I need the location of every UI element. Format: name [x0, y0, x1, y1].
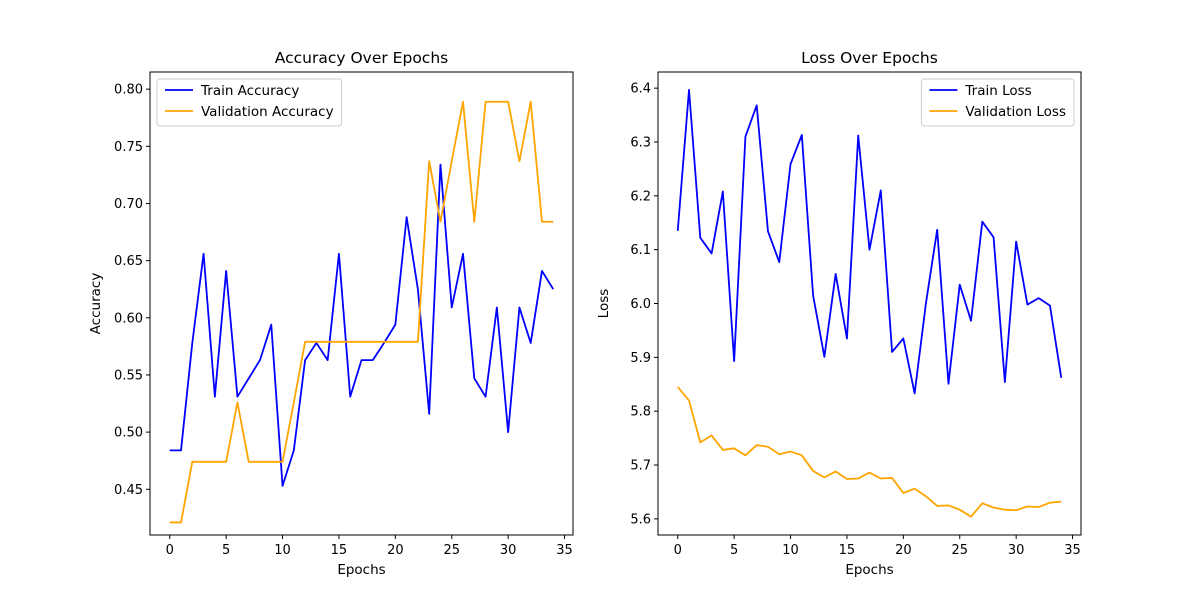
loss-x-axis-label: Epochs: [845, 562, 893, 578]
y-tick-label: 0.50: [114, 426, 143, 441]
y-tick-label: 6.0: [630, 297, 651, 312]
x-tick-label: 15: [839, 543, 856, 558]
x-tick-label: 10: [782, 543, 799, 558]
y-tick-label: 6.1: [630, 243, 651, 258]
loss-y-tick-5-6: 5.6: [630, 512, 658, 527]
y-tick-label: 6.4: [630, 82, 651, 97]
loss-y-tick-6-3: 6.3: [630, 135, 658, 150]
y-tick-label: 5.9: [630, 351, 651, 366]
legend-label-train-accuracy: Train Accuracy: [200, 83, 299, 99]
accuracy-x-tick-5: 5: [222, 535, 230, 558]
series-line-validation-loss: [677, 386, 1062, 518]
accuracy-x-ticks: 0 5 10 15 20 25 30 35: [166, 535, 573, 558]
accuracy-legend: Train Accuracy Validation Accuracy: [156, 78, 343, 127]
accuracy-chart-title: Accuracy Over Epochs: [275, 49, 448, 67]
loss-x-tick-0: 0: [674, 535, 682, 558]
accuracy-x-tick-15: 15: [331, 535, 348, 558]
x-tick-label: 30: [500, 543, 517, 558]
x-tick-label: 15: [331, 543, 348, 558]
accuracy-y-ticks: 0.45 0.50 0.55 0.60 0.65 0.70 0.75 0.80: [114, 83, 150, 498]
accuracy-y-axis-label: Accuracy: [88, 273, 104, 335]
x-tick-label: 20: [387, 543, 404, 558]
loss-chart: 0 5 10 15 20 25 30 35 5.6 5.7 5.8 5.9 6.0 6.1 6.2 6.3 6…: [596, 49, 1082, 578]
x-tick-label: 0: [166, 543, 174, 558]
loss-x-ticks: 0 5 10 15 20 25 30 35: [674, 535, 1081, 558]
x-tick-label: 0: [674, 543, 682, 558]
legend-label-validation-loss: Validation Loss: [965, 104, 1066, 120]
y-tick-label: 0.60: [114, 311, 143, 326]
loss-y-tick-6-0: 6.0: [630, 297, 658, 312]
loss-legend: Train Loss Validation Loss: [920, 78, 1075, 127]
legend-label-train-loss: Train Loss: [964, 83, 1031, 99]
loss-x-tick-5: 5: [730, 535, 738, 558]
series-line-train-loss: [676, 88, 1063, 395]
accuracy-x-tick-35: 35: [556, 535, 573, 558]
y-tick-label: 5.8: [630, 405, 651, 420]
loss-chart-title: Loss Over Epochs: [801, 49, 938, 67]
accuracy-x-tick-20: 20: [387, 535, 404, 558]
accuracy-x-tick-0: 0: [166, 535, 174, 558]
loss-axes-frame: [657, 71, 1082, 536]
accuracy-y-tick-0-55: 0.55: [114, 368, 150, 383]
x-tick-label: 5: [222, 543, 230, 558]
y-tick-label: 5.7: [630, 459, 651, 474]
accuracy-y-tick-0-45: 0.45: [114, 483, 150, 498]
x-tick-label: 20: [895, 543, 912, 558]
loss-legend-box: [920, 78, 1075, 127]
y-tick-label: 0.55: [114, 368, 143, 383]
loss-series-layer: [676, 88, 1063, 518]
y-tick-label: 0.45: [114, 483, 143, 498]
x-tick-label: 35: [1064, 543, 1081, 558]
accuracy-y-tick-0-80: 0.80: [114, 83, 150, 98]
loss-x-tick-20: 20: [895, 535, 912, 558]
accuracy-y-tick-0-50: 0.50: [114, 426, 150, 441]
series-line-train-accuracy: [169, 163, 555, 487]
x-tick-label: 30: [1008, 543, 1025, 558]
series-line-validation-accuracy: [169, 100, 554, 524]
accuracy-x-tick-25: 25: [443, 535, 460, 558]
accuracy-series-layer: [169, 100, 555, 524]
accuracy-x-axis-label: Epochs: [337, 562, 385, 578]
y-tick-label: 0.65: [114, 254, 143, 269]
loss-y-ticks: 5.6 5.7 5.8 5.9 6.0 6.1 6.2 6.3 6.4: [630, 82, 658, 527]
loss-x-tick-30: 30: [1008, 535, 1025, 558]
loss-y-tick-6-2: 6.2: [630, 189, 658, 204]
x-tick-label: 10: [274, 543, 291, 558]
accuracy-axes-frame: [149, 71, 574, 536]
loss-y-tick-5-8: 5.8: [630, 405, 658, 420]
y-tick-label: 5.6: [630, 512, 651, 527]
loss-x-tick-10: 10: [782, 535, 799, 558]
accuracy-x-tick-30: 30: [500, 535, 517, 558]
x-tick-label: 25: [951, 543, 968, 558]
accuracy-y-tick-0-70: 0.70: [114, 197, 150, 212]
legend-label-validation-accuracy: Validation Accuracy: [201, 104, 334, 120]
loss-y-tick-6-1: 6.1: [630, 243, 658, 258]
y-tick-label: 6.2: [630, 189, 651, 204]
accuracy-x-tick-10: 10: [274, 535, 291, 558]
accuracy-legend-box: [156, 78, 343, 127]
x-tick-label: 5: [730, 543, 738, 558]
y-tick-label: 0.75: [114, 140, 143, 155]
loss-x-tick-15: 15: [839, 535, 856, 558]
accuracy-y-tick-0-75: 0.75: [114, 140, 150, 155]
loss-y-tick-5-7: 5.7: [630, 459, 658, 474]
accuracy-y-tick-0-60: 0.60: [114, 311, 150, 326]
loss-y-tick-5-9: 5.9: [630, 351, 658, 366]
accuracy-y-tick-0-65: 0.65: [114, 254, 150, 269]
loss-x-tick-35: 35: [1064, 535, 1081, 558]
y-tick-label: 0.70: [114, 197, 143, 212]
loss-x-tick-25: 25: [951, 535, 968, 558]
loss-y-tick-6-4: 6.4: [630, 82, 658, 97]
y-tick-label: 6.3: [630, 135, 651, 150]
accuracy-chart: 0 5 10 15 20 25 30 35 0.450.500.550.600.650.700…: [88, 49, 574, 578]
x-tick-label: 35: [556, 543, 573, 558]
loss-y-axis-label: Loss: [596, 289, 612, 319]
x-tick-label: 25: [443, 543, 460, 558]
y-tick-label: 0.80: [114, 83, 143, 98]
